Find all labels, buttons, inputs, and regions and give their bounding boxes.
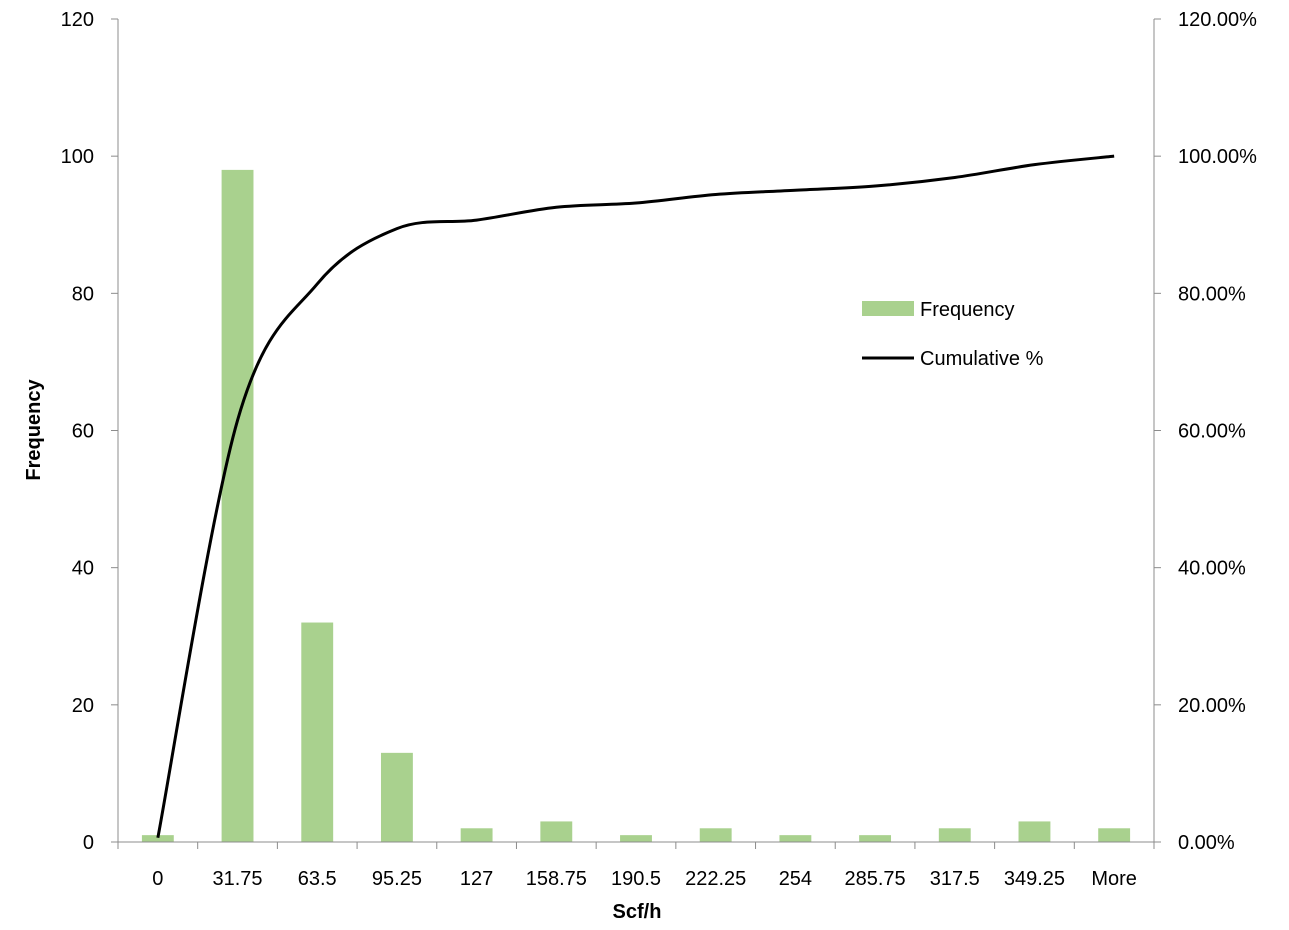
legend: Frequency Cumulative % [862, 299, 1044, 370]
legend-label-frequency: Frequency [920, 299, 1015, 321]
left-tick-label-6: 120 [61, 9, 94, 31]
bar-2 [301, 622, 334, 842]
bar-3 [380, 752, 413, 842]
left-tick-label-5: 100 [61, 146, 94, 168]
right-tick-label-2: 40.00% [1178, 558, 1246, 580]
left-tick-label-3: 60 [72, 421, 94, 443]
x-tick-label-4: 127 [460, 868, 493, 890]
right-tick-label-5: 100.00% [1178, 146, 1257, 168]
right-tick-label-0: 0.00% [1178, 832, 1235, 854]
labels-layer: 0 20 40 60 80 100 120 0.00% 20.00% 40.00% 60.00% 80… [61, 9, 1258, 890]
bar-4 [460, 828, 493, 842]
left-tick-label-0: 0 [83, 832, 94, 854]
bar-7 [699, 828, 732, 842]
x-tick-label-7: 222.25 [685, 868, 746, 890]
x-tick-label-5: 158.75 [526, 868, 587, 890]
axes-layer [111, 18, 1161, 849]
bar-12 [1098, 828, 1131, 842]
x-tick-label-11: 349.25 [1004, 868, 1065, 890]
right-tick-label-1: 20.00% [1178, 695, 1246, 717]
left-tick-label-4: 80 [72, 283, 94, 305]
x-axis-title: Scf/h [613, 901, 662, 923]
left-tick-label-2: 40 [72, 558, 94, 580]
x-tick-label-3: 95.25 [372, 868, 422, 890]
bar-9 [859, 835, 892, 842]
bar-5 [540, 821, 573, 842]
legend-label-cumulative: Cumulative % [920, 348, 1044, 370]
x-tick-label-6: 190.5 [611, 868, 661, 890]
right-tick-label-3: 60.00% [1178, 421, 1246, 443]
cumulative-line [156, 154, 1115, 839]
x-tick-label-8: 254 [779, 868, 812, 890]
bar-11 [1018, 821, 1051, 842]
left-tick-label-1: 20 [72, 695, 94, 717]
cumulative-line-layer [156, 154, 1115, 839]
bar-1 [221, 169, 254, 843]
bars-layer [141, 169, 1131, 843]
x-tick-label-12: More [1091, 868, 1137, 890]
right-tick-label-6: 120.00% [1178, 9, 1257, 31]
bar-10 [938, 828, 971, 842]
y-axis-title: Frequency [23, 379, 45, 481]
bar-0 [141, 835, 174, 842]
bar-6 [620, 835, 652, 842]
x-tick-label-1: 31.75 [213, 868, 263, 890]
x-tick-label-10: 317.5 [930, 868, 980, 890]
legend-swatch-frequency [862, 301, 914, 316]
x-tick-label-2: 63.5 [298, 868, 337, 890]
x-tick-label-0: 0 [152, 868, 163, 890]
right-tick-label-4: 80.00% [1178, 283, 1246, 305]
bar-8 [779, 835, 812, 842]
x-tick-label-9: 285.75 [844, 868, 905, 890]
